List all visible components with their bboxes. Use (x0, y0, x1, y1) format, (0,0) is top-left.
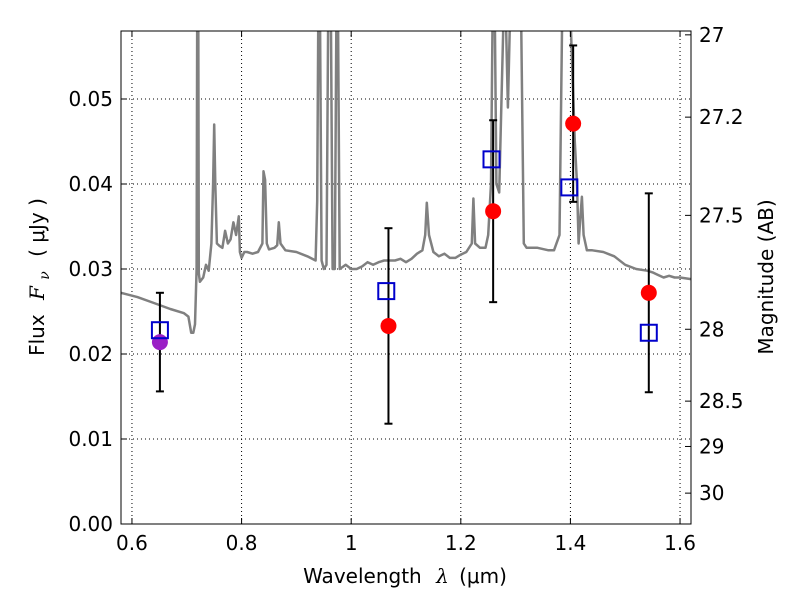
observed-point (565, 115, 582, 132)
y2-ticks: 27 27.2 27.5 28 28.5 29 30 (685, 23, 744, 505)
observed-point (151, 334, 168, 351)
y-tick-label: 0.02 (68, 342, 113, 366)
grid-lines (121, 31, 691, 524)
x-axis-label-lambda: λ (435, 564, 449, 588)
y-axis-label: Flux F ν ( μJy ) (25, 198, 54, 356)
y2-tick-label: 27 (699, 23, 724, 47)
x-axis-label-unit: (μm) (459, 564, 507, 588)
observed-point (485, 203, 502, 220)
y-tick-label: 0.05 (68, 87, 113, 111)
x-tick-label: 1 (345, 531, 358, 555)
y2-tick-label: 27.2 (699, 105, 744, 129)
y2-tick-label: 28 (699, 317, 724, 341)
y-axis-label-prefix: Flux (25, 314, 49, 356)
x-axis-label-prefix: Wavelength (303, 564, 422, 588)
model-photometry-layer (150, 150, 658, 342)
model-photometry-point (150, 321, 169, 340)
y2-tick-label: 29 (699, 434, 724, 458)
observed-point (640, 284, 657, 301)
y-tick-label: 0.01 (68, 427, 113, 451)
model-spectrum-layer (121, 31, 691, 335)
x-tick-label: 1.2 (445, 531, 477, 555)
y-axis-label-unit: ( μJy ) (25, 198, 49, 257)
y-axis-label-subscript: ν (37, 271, 53, 280)
x-ticks: 0.6 0.8 1 1.2 1.4 1.6 (116, 31, 696, 555)
model-spectrum-line (121, 31, 691, 335)
y-tick-label: 0.00 (68, 512, 113, 536)
y-tick-label: 0.04 (68, 172, 113, 196)
model-photometry-point (560, 178, 579, 197)
observed-point (380, 317, 397, 334)
y2-tick-label: 27.5 (699, 203, 744, 227)
x-tick-label: 0.6 (116, 531, 148, 555)
x-tick-label: 1.6 (664, 531, 696, 555)
y2-tick-label: 30 (699, 481, 724, 505)
x-axis-label: Wavelength λ (μm) (303, 564, 507, 588)
model-photometry-point (377, 282, 396, 301)
y-ticks: 0.00 0.01 0.02 0.03 0.04 0.05 (68, 87, 127, 536)
model-photometry-point (482, 150, 501, 169)
plot-frame (120, 30, 692, 525)
x-tick-label: 1.4 (555, 531, 587, 555)
model-photometry-point (639, 323, 658, 342)
observed-points-layer (151, 115, 657, 351)
y2-tick-label: 28.5 (699, 389, 744, 413)
y-axis-label-symbol: F (25, 285, 49, 301)
y-tick-label: 0.03 (68, 257, 113, 281)
y2-axis-label: Magnitude (AB) (754, 199, 778, 354)
x-tick-label: 0.8 (226, 531, 258, 555)
